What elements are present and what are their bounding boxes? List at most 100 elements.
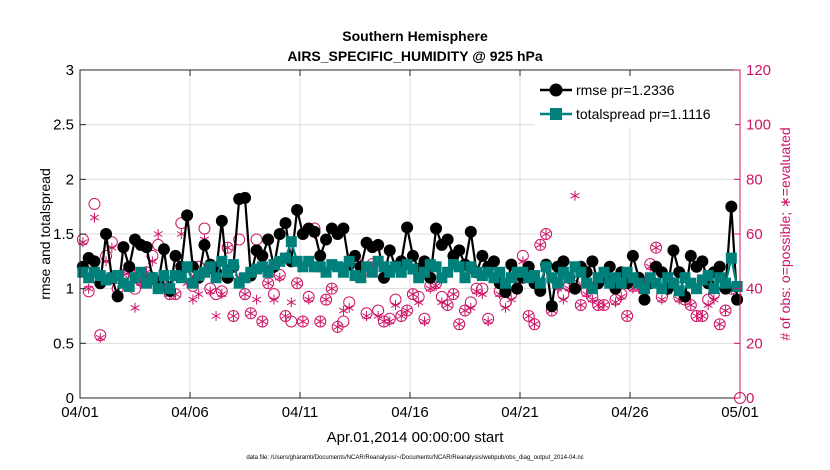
obs-evaluated-point <box>599 300 609 311</box>
spread-point <box>77 266 89 278</box>
spread-point <box>662 272 674 284</box>
obs-evaluated-point <box>344 302 354 313</box>
spread-point <box>459 272 471 284</box>
spread-point <box>343 255 355 267</box>
obs-evaluated-point <box>286 297 296 308</box>
spread-point <box>227 259 239 271</box>
spread-point <box>355 272 367 284</box>
obs-evaluated-point <box>720 305 731 316</box>
spread-point <box>193 270 205 282</box>
rmse-point <box>569 282 581 295</box>
spread-point <box>233 277 245 289</box>
rmse-point <box>713 260 726 273</box>
obs-evaluated-point <box>257 316 267 327</box>
obs-evaluated-point <box>298 316 308 327</box>
legend-rmse-marker <box>549 83 563 97</box>
obs-evaluated-point <box>460 305 470 316</box>
rmse-point <box>273 228 286 240</box>
spread-point <box>129 272 141 284</box>
spread-point <box>262 266 274 278</box>
rmse-point <box>157 243 170 256</box>
spread-point <box>239 272 251 284</box>
rmse-point <box>256 249 269 262</box>
obs-evaluated-point <box>419 316 430 327</box>
y2-tick-label: 20 <box>746 335 763 352</box>
y-tick-label: 1.5 <box>53 226 74 243</box>
spread-point <box>720 277 732 289</box>
obs-possible-point <box>713 318 726 331</box>
spread-point <box>274 255 286 267</box>
obs-evaluated-point <box>657 294 667 305</box>
obs-evaluated-point <box>587 294 597 305</box>
obs-evaluated-point <box>703 300 713 311</box>
rmse-point <box>476 249 489 262</box>
y2-tick-label: 40 <box>746 281 763 298</box>
obs-possible-point <box>621 310 634 322</box>
obs-possible-point <box>406 288 419 301</box>
spread-point <box>598 266 610 278</box>
spread-point <box>222 266 234 278</box>
obs-evaluated-point <box>205 286 215 297</box>
x-tick-label: 04/16 <box>391 404 429 421</box>
obs-evaluated-point <box>443 300 453 311</box>
obs-evaluated-point <box>280 311 291 321</box>
y-axis-label: rmse and totalspread <box>37 168 53 300</box>
spread-point <box>424 259 436 271</box>
rmse-point <box>308 225 321 238</box>
spread-point <box>702 270 714 282</box>
rmse-point <box>499 285 512 298</box>
rmse-point <box>586 255 599 268</box>
obs-possible-point <box>401 304 414 317</box>
spread-point <box>106 272 118 284</box>
obs-evaluated-point <box>622 311 632 321</box>
obs-evaluated-point <box>361 311 372 321</box>
y2-tick-label: 100 <box>746 117 771 134</box>
obs-evaluated-point <box>686 300 696 311</box>
obs-evaluated-point <box>338 305 349 316</box>
obs-evaluated-point <box>454 319 464 330</box>
rmse-point <box>406 249 419 262</box>
spread-point <box>384 266 396 278</box>
obs-evaluated-point <box>373 311 383 321</box>
obs-evaluated-point <box>408 289 418 300</box>
obs-evaluated-point <box>471 286 482 297</box>
obs-possible-point <box>684 299 697 312</box>
spread-point <box>175 272 187 284</box>
spread-point <box>332 261 344 273</box>
spread-point <box>100 274 112 286</box>
spread-point <box>349 270 361 282</box>
spread-point <box>708 283 720 295</box>
axes: 04/01 04/06 04/11 04/16 04/21 04/26 05/0100.51… <box>53 62 771 421</box>
obs-evaluated-point <box>130 302 140 313</box>
spread-point <box>245 266 257 278</box>
rmse-point <box>511 282 524 295</box>
rmse-point <box>123 260 136 273</box>
rmse-point <box>545 300 558 313</box>
obs-possible-point <box>534 238 547 251</box>
obs-possible-point <box>221 241 234 254</box>
spread-point <box>141 277 153 289</box>
spread-point <box>540 261 552 273</box>
data-file-footnote: data file: /Users/gharamti/Documents/NCA… <box>246 455 583 461</box>
spread-point <box>731 280 743 292</box>
rmse-point <box>117 241 130 254</box>
spread-point <box>453 261 465 273</box>
x-tick-label: 05/01 <box>721 404 759 421</box>
obs-evaluated-point <box>269 294 279 305</box>
spread-point <box>650 277 662 289</box>
spread-point <box>326 259 338 271</box>
obs-evaluated-point <box>414 297 424 308</box>
obs-evaluated-point <box>529 319 540 330</box>
x-axis-label: Apr.01,2014 00:00:00 start <box>327 429 505 446</box>
obs-evaluated-point <box>333 321 343 332</box>
spread-point <box>280 252 292 264</box>
spread-point <box>308 261 320 273</box>
obs-possible-point <box>198 222 211 235</box>
rmse-point <box>725 200 738 213</box>
spread-point <box>297 261 309 273</box>
spread-point <box>685 277 697 289</box>
obs-possible-point <box>296 315 309 328</box>
obs-evaluated-point <box>228 311 239 321</box>
rmse-point <box>88 255 101 268</box>
